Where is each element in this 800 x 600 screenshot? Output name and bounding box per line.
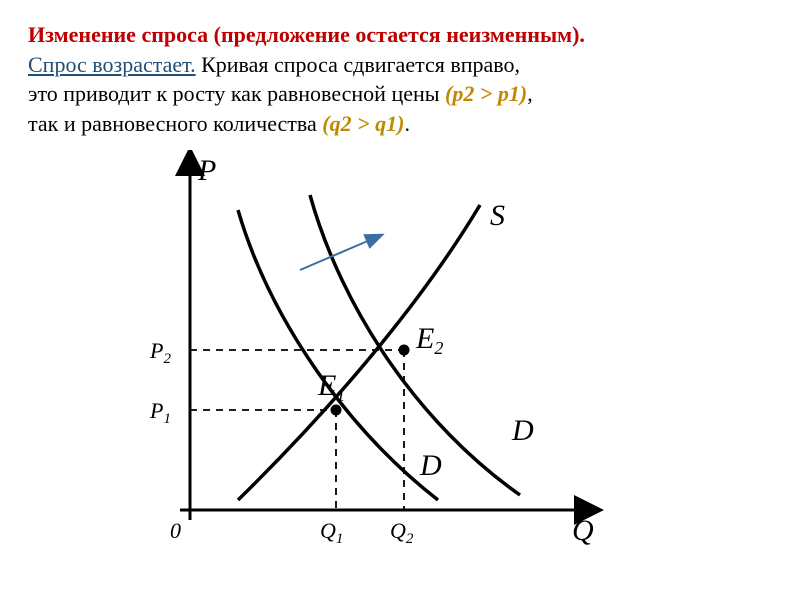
line4hl: (q2 > q1) xyxy=(322,111,404,136)
label-zero: 0 xyxy=(170,518,181,543)
demand-curve-2 xyxy=(310,195,520,495)
line3hl: (p2 > p1) xyxy=(445,81,527,106)
label-e1: E1 xyxy=(317,369,345,405)
supply-curve xyxy=(238,205,480,500)
line3a: это приводит к росту как равновесной цен… xyxy=(28,81,445,106)
label-q1: Q1 xyxy=(320,518,343,547)
line2a: Спрос возрастает. xyxy=(28,52,196,77)
line2b: Кривая спроса сдвигается вправо, xyxy=(196,52,520,77)
chart-container: P Q 0 P1 P2 Q1 Q2 S D D E1 E2 xyxy=(120,150,620,575)
label-q-axis: Q xyxy=(572,514,594,547)
label-p1: P1 xyxy=(149,398,171,427)
label-s: S xyxy=(490,199,505,232)
label-d1: D xyxy=(419,449,442,482)
title-paren: (предложение остается неизменным). xyxy=(208,22,585,47)
label-p-axis: P xyxy=(197,154,216,187)
point-e1 xyxy=(331,405,342,416)
label-d2: D xyxy=(511,414,534,447)
title-bold: Изменение спроса xyxy=(28,22,208,47)
line4b: . xyxy=(404,111,410,136)
label-q2: Q2 xyxy=(390,518,414,547)
line3b: , xyxy=(527,81,533,106)
line4a: так и равновесного количества xyxy=(28,111,322,136)
label-e2: E2 xyxy=(415,322,443,358)
label-p2: P2 xyxy=(149,338,171,367)
point-e2 xyxy=(399,345,410,356)
supply-demand-chart: P Q 0 P1 P2 Q1 Q2 S D D E1 E2 xyxy=(120,150,620,570)
